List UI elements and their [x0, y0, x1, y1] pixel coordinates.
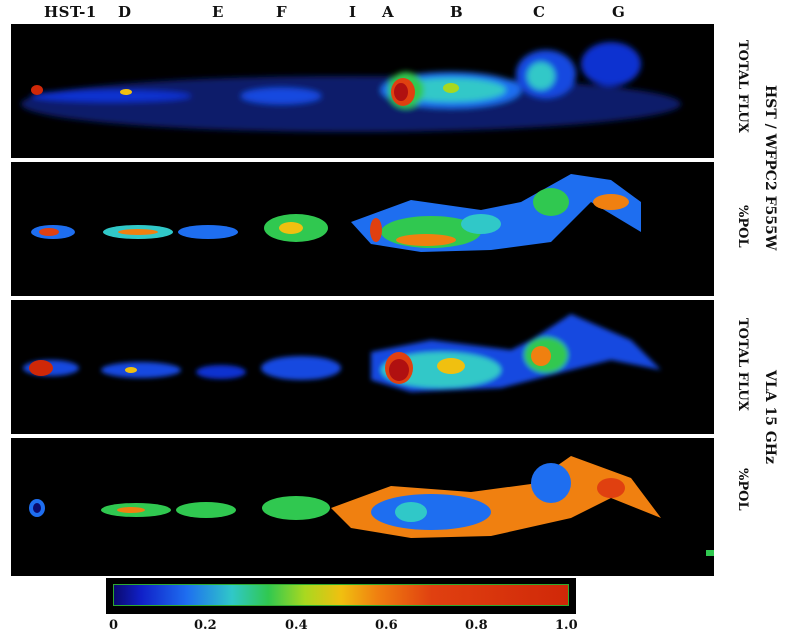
label-total-flux-vla: TOTAL FLUX	[735, 318, 750, 411]
panel-hst-total-flux	[11, 24, 714, 158]
knot-label-f: F	[276, 3, 288, 21]
knot-label-b: B	[450, 3, 464, 21]
knot-label-c: C	[533, 3, 546, 21]
colorbar	[106, 578, 576, 614]
knot-label-d: D	[118, 3, 132, 21]
colorbar-tick-1: 0.2	[194, 618, 217, 633]
colorbar-tick-4: 0.8	[465, 618, 488, 633]
colorbar-tick-0: 0	[109, 618, 119, 633]
panel-hst-pol	[11, 162, 714, 296]
panel-vla-pol	[11, 438, 714, 576]
colorbar-tick-3: 0.6	[375, 618, 398, 633]
knot-label-g: G	[612, 3, 626, 21]
jet-image-vla-pol	[29, 456, 714, 556]
knot-label-i: I	[349, 3, 357, 21]
jet-image-hst-flux	[21, 42, 681, 132]
label-total-flux-hst: TOTAL FLUX	[735, 40, 750, 133]
knot-label-e: E	[212, 3, 224, 21]
label-hst-wfpc2: HST / WFPC2 F555W	[762, 85, 778, 251]
label-vla-15ghz: VLA 15 GHz	[762, 370, 778, 464]
jet-image-hst-pol	[31, 174, 641, 252]
panel-vla-total-flux	[11, 300, 714, 434]
label-pol-vla: %POL	[735, 468, 750, 511]
colorbar-tick-2: 0.4	[285, 618, 308, 633]
knot-label-a: A	[382, 3, 395, 21]
colorbar-gradient	[113, 584, 569, 606]
jet-image-vla-flux	[23, 314, 661, 392]
colorbar-tick-5: 1.0	[555, 618, 578, 633]
knot-label-hst1: HST-1	[44, 3, 97, 21]
label-pol-hst: %POL	[735, 205, 750, 248]
